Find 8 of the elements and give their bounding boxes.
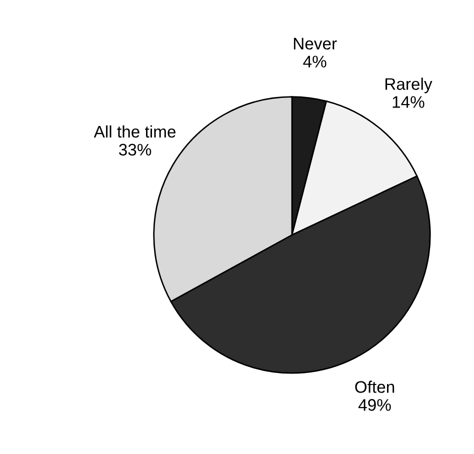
data-label: 33% [118, 144, 152, 156]
data-label: 4% [303, 56, 326, 68]
slice-label: Never [294, 38, 337, 50]
data-label: 49% [358, 399, 391, 411]
slice-label: Often [355, 380, 394, 393]
slice-label: Rarely [386, 78, 432, 94]
slice-label: All the time [94, 125, 176, 138]
data-label: 14% [392, 96, 424, 108]
